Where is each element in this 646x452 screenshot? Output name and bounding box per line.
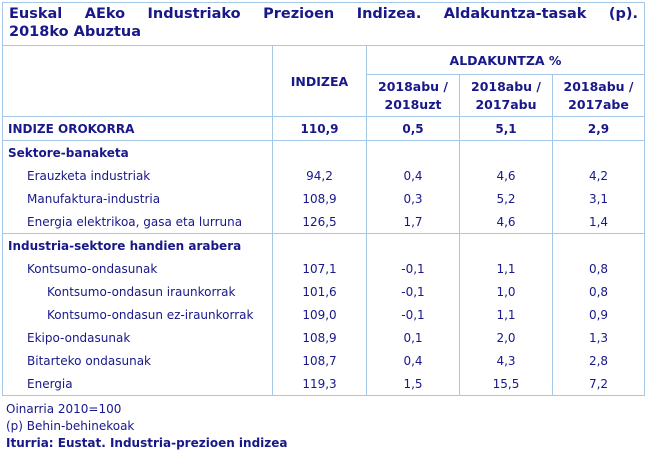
table-header: Euskal AEko Industriako Prezioen Indizea… (2, 2, 645, 117)
row-value: 0,1 (366, 326, 460, 349)
table-row: Energia 119,3 1,5 15,5 7,2 (2, 372, 645, 396)
row-value (366, 140, 460, 164)
header-row-sub: 2018abu / 2018uzt 2018abu / 2017abu 2018… (3, 74, 645, 117)
row-value: 1,3 (552, 326, 645, 349)
row-label: Industria-sektore handien arabera (2, 233, 273, 257)
row-label: Kontsumo-ondasun ez-iraunkorrak (2, 303, 273, 326)
row-value: 1,0 (459, 280, 553, 303)
row-value: 4,3 (459, 349, 553, 372)
row-value: 126,5 (272, 210, 367, 234)
table-row: Industria-sektore handien arabera (2, 233, 645, 257)
header-corner-cell (2, 45, 273, 117)
table-row: Manufaktura-industria 108,9 0,3 5,2 3,1 (2, 187, 645, 210)
row-value: 108,9 (272, 187, 367, 210)
row-label: Manufaktura-industria (2, 187, 273, 210)
footer-notes: Oinarria 2010=100 (p) Behin-behinekoak I… (2, 396, 644, 452)
row-value: 1,7 (366, 210, 460, 234)
table-row: Sektore-banaketa (2, 140, 645, 164)
row-value: 5,2 (459, 187, 553, 210)
provisional-note: (p) Behin-behinekoak (6, 419, 135, 433)
table-row: Energia elektrikoa, gasa eta lurruna 126,… (2, 210, 645, 234)
table-row: Ekipo-ondasunak 108,9 0,1 2,0 1,3 (2, 326, 645, 349)
table-row: Erauzketa industriak 94,2 0,4 4,6 4,2 (2, 164, 645, 187)
row-label: Erauzketa industriak (2, 164, 273, 187)
header-period-3: 2018abu / 2017abe (552, 74, 645, 117)
row-value: 94,2 (272, 164, 367, 187)
row-value: 4,2 (552, 164, 645, 187)
row-label: Energia elektrikoa, gasa eta lurruna (2, 210, 273, 234)
page-title-line1: Euskal AEko Industriako Prezioen Indizea… (9, 6, 638, 22)
base-note: Oinarria 2010=100 (6, 402, 122, 416)
row-value: 3,1 (552, 187, 645, 210)
row-label: Energia (2, 372, 273, 396)
row-value: 108,7 (272, 349, 367, 372)
row-label: Kontsumo-ondasun iraunkorrak (2, 280, 273, 303)
row-value: 0,3 (366, 187, 460, 210)
row-value (366, 233, 460, 257)
row-value (272, 140, 367, 164)
row-value (552, 140, 645, 164)
table-row: Kontsumo-ondasun iraunkorrak 101,6 -0,1 1,0… (2, 280, 645, 303)
row-value: 0,9 (552, 303, 645, 326)
row-value: 108,9 (272, 326, 367, 349)
row-value: 4,6 (459, 210, 553, 234)
row-label: INDIZE OROKORRA (2, 116, 273, 141)
table-row: Kontsumo-ondasunak 107,1 -0,1 1,1 0,8 (2, 257, 645, 280)
row-value: 109,0 (272, 303, 367, 326)
source-note: Iturria: Eustat. Industria-prezioen indi… (6, 436, 288, 450)
header-row-top: INDIZEA ALDAKUNTZA % (2, 45, 645, 117)
row-value: 2,0 (459, 326, 553, 349)
table-row: Bitarteko ondasunak 108,7 0,4 4,3 2,8 (2, 349, 645, 372)
row-value: 1,1 (459, 257, 553, 280)
row-value: 0,4 (366, 349, 460, 372)
row-value: 5,1 (459, 116, 553, 141)
title-row: Euskal AEko Industriako Prezioen Indizea… (2, 2, 645, 46)
row-value: 101,6 (272, 280, 367, 303)
row-value: 1,1 (459, 303, 553, 326)
row-value: 7,2 (552, 372, 645, 396)
header-period-1: 2018abu / 2018uzt (366, 74, 460, 117)
row-label: Kontsumo-ondasunak (2, 257, 273, 280)
header-indizea: INDIZEA (272, 45, 367, 117)
row-value: 0,5 (366, 116, 460, 141)
row-value: 119,3 (272, 372, 367, 396)
row-value: 0,8 (552, 257, 645, 280)
table-row: INDIZE OROKORRA 110,9 0,5 5,1 2,9 (2, 116, 645, 141)
row-value: 0,8 (552, 280, 645, 303)
header-aldakuntza: ALDAKUNTZA % (366, 45, 645, 75)
table-row: Kontsumo-ondasun ez-iraunkorrak 109,0 -0,1… (2, 303, 645, 326)
row-value: 0,4 (366, 164, 460, 187)
row-value: -0,1 (366, 303, 460, 326)
row-value (459, 140, 553, 164)
row-value: -0,1 (366, 280, 460, 303)
row-value: -0,1 (366, 257, 460, 280)
header-period-2: 2018abu / 2017abu (459, 74, 553, 117)
row-value (272, 233, 367, 257)
table-body: INDIZE OROKORRA 110,9 0,5 5,1 2,9 Sektore-ban… (2, 116, 645, 396)
row-value: 2,8 (552, 349, 645, 372)
row-value: 107,1 (272, 257, 367, 280)
row-label: Sektore-banaketa (2, 140, 273, 164)
row-value: 1,4 (552, 210, 645, 234)
row-value: 1,5 (366, 372, 460, 396)
row-value: 2,9 (552, 116, 645, 141)
row-value: 4,6 (459, 164, 553, 187)
row-label: Ekipo-ondasunak (2, 326, 273, 349)
row-label: Bitarteko ondasunak (2, 349, 273, 372)
page-title: Euskal AEko Industriako Prezioen Indizea… (2, 2, 645, 46)
row-value (552, 233, 645, 257)
row-value: 110,9 (272, 116, 367, 141)
price-index-table: Euskal AEko Industriako Prezioen Indizea… (2, 2, 645, 396)
row-value: 15,5 (459, 372, 553, 396)
page-title-line2: 2018ko Abuztua (9, 24, 142, 40)
row-value (459, 233, 553, 257)
